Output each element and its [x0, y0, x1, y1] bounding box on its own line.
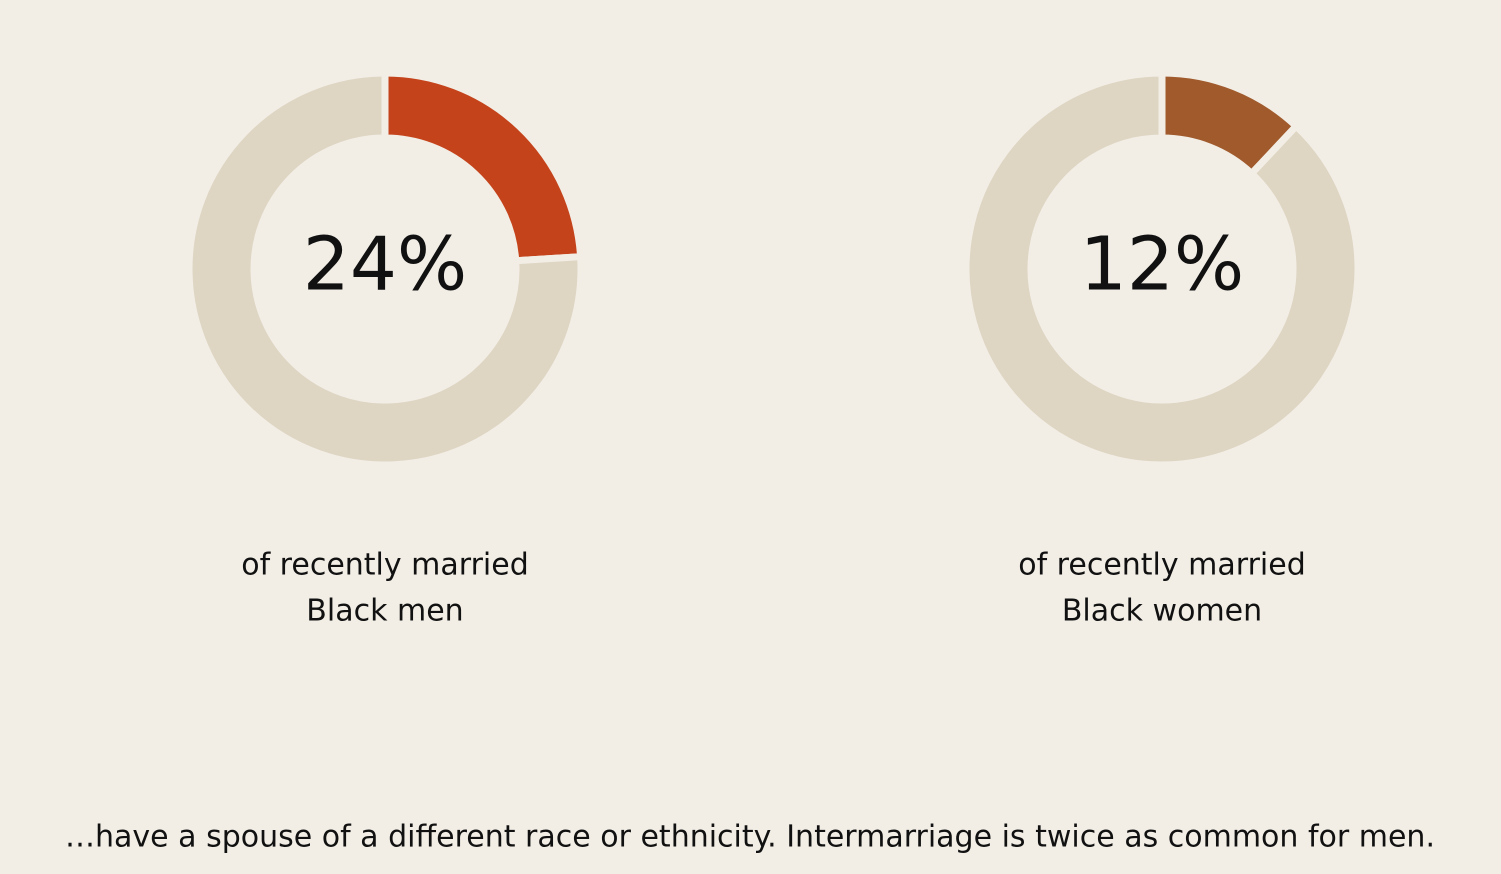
caption: Black men: [306, 594, 463, 629]
donut-segment: [381, 69, 585, 265]
footer: …have a spouse of a different race or et…: [65, 820, 1435, 855]
caption: Black women: [1062, 594, 1262, 629]
donut-segment: [962, 69, 1362, 469]
caption: of recently married: [1018, 548, 1306, 583]
center-label: 24%: [303, 222, 467, 308]
caption: of recently married: [241, 548, 529, 583]
donut-segment: [185, 69, 585, 469]
center-label: 12%: [1080, 222, 1244, 308]
